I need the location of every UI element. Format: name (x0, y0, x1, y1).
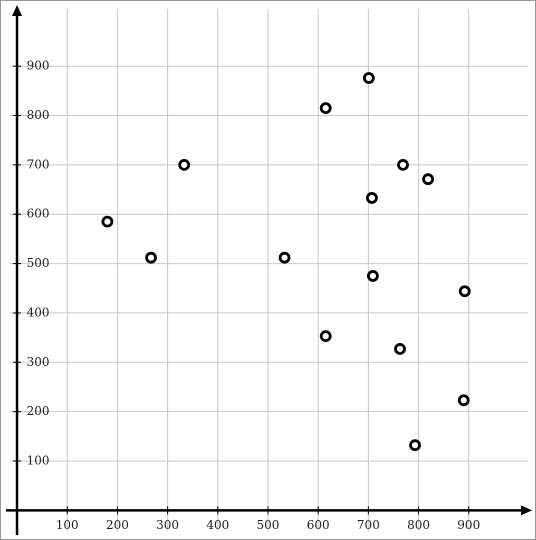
y-tick-label: 600 (27, 207, 50, 221)
point (362, 72, 375, 84)
x-tick-label: 100 (56, 518, 79, 532)
point (394, 343, 406, 355)
y-tick-label: 200 (27, 404, 50, 418)
y-tick-label: 900 (27, 59, 50, 73)
y-tick-label: 500 (27, 256, 50, 270)
point (397, 158, 409, 171)
y-tick-label: 300 (27, 355, 50, 369)
x-tick-label: 700 (357, 518, 380, 532)
point (366, 270, 379, 282)
point (145, 251, 157, 264)
y-axis-arrow (12, 5, 23, 16)
x-tick-label: 500 (257, 518, 280, 532)
x-tick-label: 800 (407, 518, 430, 532)
point (365, 192, 378, 204)
x-axis-arrow (521, 505, 532, 516)
x-tick-label: 600 (307, 518, 330, 532)
point (458, 285, 471, 298)
y-tick-label: 800 (27, 108, 50, 122)
point (178, 158, 191, 171)
y-tick-label: 400 (27, 305, 50, 319)
y-tick-label: 100 (27, 453, 50, 467)
x-tick-label: 200 (106, 518, 129, 532)
x-tick-label: 900 (457, 518, 480, 532)
point (101, 215, 114, 228)
x-tick-label: 400 (206, 518, 229, 532)
point (319, 102, 332, 115)
point (409, 439, 421, 452)
point (422, 173, 435, 186)
y-tick-label: 700 (27, 157, 50, 171)
point (319, 330, 332, 343)
x-tick-label: 300 (156, 518, 179, 532)
point (278, 251, 291, 264)
point (457, 394, 470, 407)
